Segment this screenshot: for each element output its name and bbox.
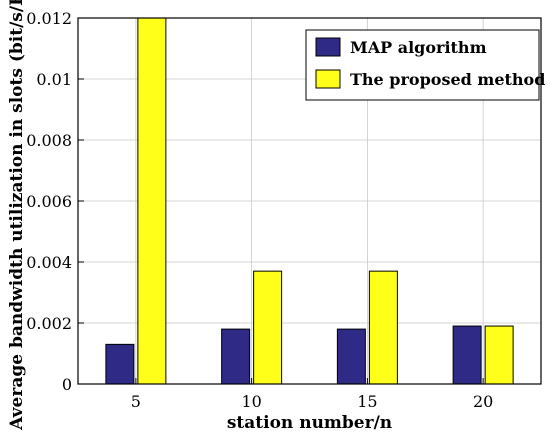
x-tick-label: 20 [473,392,493,411]
x-axis-label: station number/n [227,413,392,433]
bar-proposed-method-15 [368,270,398,385]
bar-proposed-method-5 [137,17,167,385]
y-axis-label: Average bandwidth utilization in slots (… [7,0,27,431]
y-tick-label: 0 [62,375,72,394]
x-tick-label: 10 [241,392,261,411]
legend-swatch [315,37,341,57]
bars [105,17,514,385]
legend-label: The proposed method [350,70,545,89]
x-tick-label: 15 [357,392,377,411]
y-tick-label: 0.002 [26,314,72,333]
bar-map-algorithm-5 [105,343,135,385]
bar-proposed-method-20 [484,325,514,385]
bar-map-algorithm-20 [452,325,482,385]
bar-proposed-method-10 [253,270,283,385]
y-tick-label: 0.012 [26,9,72,28]
bar-map-algorithm-10 [221,328,251,385]
y-axis-ticks: 0 0.002 0.004 0.006 0.008 0.01 0.012 [26,9,84,394]
y-tick-label: 0.008 [26,131,72,150]
legend: MAP algorithm The proposed method [305,29,545,101]
legend-label: MAP algorithm [350,38,487,57]
legend-swatch [315,69,341,89]
bar-map-algorithm-15 [336,328,366,385]
legend-box [305,29,540,101]
x-tick-label: 5 [131,392,141,411]
y-tick-label: 0.006 [26,192,72,211]
y-tick-label: 0.004 [26,253,72,272]
y-tick-label: 0.01 [36,70,72,89]
x-axis-ticks: 5 10 15 20 [131,378,493,411]
